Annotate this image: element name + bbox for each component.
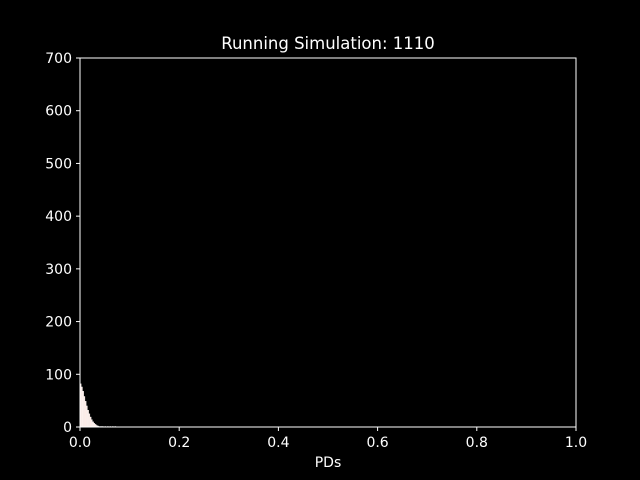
y-tick-label: 600 bbox=[45, 104, 72, 120]
x-axis-label: PDs bbox=[315, 455, 342, 471]
y-axis-ticks: 0 100 200 300 400 500 600 700 bbox=[45, 51, 80, 436]
bars-group bbox=[79, 383, 117, 428]
y-tick-label: 100 bbox=[45, 367, 72, 383]
histogram-bar bbox=[92, 421, 94, 428]
histogram-bar bbox=[82, 390, 84, 428]
chart-title: Running Simulation: 1110 bbox=[221, 34, 435, 53]
histogram-bar bbox=[89, 416, 92, 428]
y-tick-label: 300 bbox=[45, 262, 72, 278]
histogram-bar bbox=[91, 419, 93, 428]
histogram-bar bbox=[88, 413, 91, 428]
plot-area-frame bbox=[79, 57, 577, 428]
histogram-bar bbox=[83, 396, 86, 428]
x-tick-label: 0.0 bbox=[69, 435, 91, 451]
x-tick-label: 0.4 bbox=[267, 435, 289, 451]
x-tick-label: 0.6 bbox=[366, 435, 388, 451]
histogram-bar bbox=[87, 409, 89, 428]
x-tick-label: 0.8 bbox=[466, 435, 488, 451]
y-tick-label: 200 bbox=[45, 315, 72, 331]
x-tick-label: 0.2 bbox=[168, 435, 190, 451]
histogram-bar bbox=[93, 423, 96, 428]
y-tick-label: 700 bbox=[45, 51, 72, 67]
x-tick-label: 1.0 bbox=[565, 435, 587, 451]
y-tick-label: 400 bbox=[45, 209, 72, 225]
y-tick-label: 500 bbox=[45, 156, 72, 172]
histogram-bar bbox=[86, 405, 88, 428]
y-tick-label: 0 bbox=[63, 420, 72, 436]
histogram-bar bbox=[81, 386, 83, 428]
histogram-bar bbox=[84, 401, 87, 428]
x-axis-ticks: 0.0 0.2 0.4 0.6 0.8 1.0 bbox=[69, 427, 587, 451]
